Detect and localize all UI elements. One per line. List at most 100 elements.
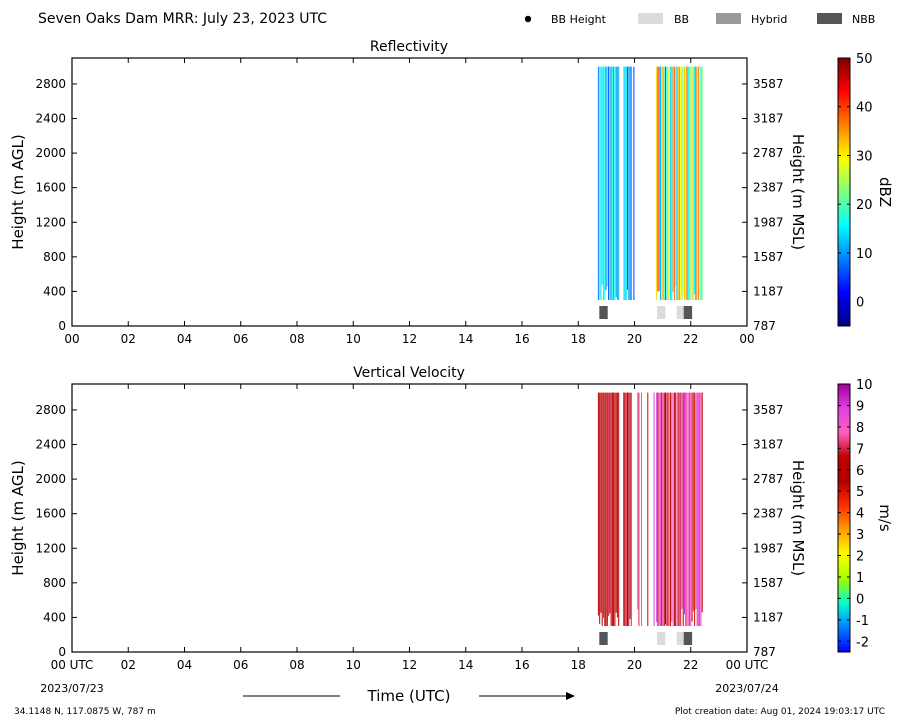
colorbar-tick-label: 30	[856, 149, 873, 164]
data-strip	[609, 392, 611, 614]
data-strip	[676, 66, 678, 300]
colorbar-tick-label: 10	[856, 378, 873, 393]
velocity-ylabel-right: Height (m MSL)	[789, 460, 807, 576]
y-tick-label: 2000	[35, 472, 66, 486]
data-strip	[694, 66, 696, 295]
data-strip	[606, 66, 608, 287]
y-tick-label: 800	[43, 576, 66, 590]
data-strip	[601, 66, 603, 285]
data-strip	[671, 66, 673, 300]
y-tick-label: 1200	[35, 541, 66, 555]
x-tick-label: 04	[177, 658, 192, 672]
data-strip	[637, 392, 639, 610]
y-tick-label-right: 1187	[753, 610, 784, 624]
data-strip	[625, 392, 627, 626]
colorbar-tick-label: -1	[856, 614, 869, 629]
y-tick-label-right: 2787	[753, 146, 784, 160]
data-strip	[623, 392, 625, 626]
data-strip	[678, 392, 680, 626]
data-strip	[673, 392, 675, 626]
velocity-colorbar: -2 -1 0 1 2 3 4 5 6 7 8 9 10	[837, 378, 873, 653]
data-strip	[673, 66, 675, 300]
bright-band-marker	[676, 306, 684, 319]
data-strip	[615, 392, 617, 613]
y-tick-label-right: 3587	[753, 403, 784, 417]
data-strip	[616, 392, 618, 618]
reflectivity-colorbar: 0 10 20 30 40 50	[837, 52, 873, 327]
y-tick-label-right: 1987	[753, 215, 784, 229]
x-tick-label: 16	[514, 658, 529, 672]
x-tick-label: 14	[458, 332, 473, 346]
y-tick-label: 2000	[35, 146, 66, 160]
data-strip	[600, 66, 602, 300]
colorbar-tick-label: 2	[856, 550, 864, 565]
y-tick-label: 400	[43, 284, 66, 298]
data-strip	[692, 66, 694, 300]
x-tick-label: 06	[233, 658, 248, 672]
y-tick-label: 0	[58, 645, 66, 659]
data-strip	[658, 66, 660, 291]
data-strip	[604, 392, 606, 626]
y-tick-label: 400	[43, 610, 66, 624]
data-strip	[689, 66, 691, 300]
data-strip	[609, 66, 611, 300]
data-strip	[665, 66, 666, 300]
data-strip	[700, 66, 702, 300]
data-strip	[638, 392, 640, 626]
data-strip	[606, 392, 608, 626]
x-tick-label: 00 UTC	[726, 658, 769, 672]
colorbar-tick-label: 0	[856, 296, 864, 311]
data-strip	[653, 392, 655, 626]
y-tick-label: 2400	[35, 112, 66, 126]
reflectivity-ylabel: Height (m AGL)	[9, 134, 27, 249]
data-strip	[630, 392, 632, 626]
colorbar-gradient	[837, 383, 851, 653]
data-strip	[675, 66, 677, 287]
data-strip	[597, 392, 599, 616]
figure-title: Seven Oaks Dam MRR: July 23, 2023 UTC	[38, 11, 327, 27]
data-strip	[699, 392, 701, 626]
bb-height-marker	[524, 15, 532, 23]
data-strip	[630, 66, 632, 300]
x-tick-label: 10	[346, 658, 361, 672]
data-strip	[694, 392, 696, 626]
data-strip	[658, 392, 660, 626]
data-strip	[601, 392, 603, 626]
data-strip	[665, 392, 666, 625]
y-tick-label: 2800	[35, 77, 66, 91]
data-strip	[675, 392, 677, 626]
x-tick-label: 00	[64, 332, 79, 346]
data-strip	[699, 66, 701, 300]
data-strip	[627, 392, 628, 626]
x-tick-label: 16	[514, 332, 529, 346]
data-strip	[660, 66, 661, 300]
header-legend: BB Height BB Hybrid NBB	[524, 13, 875, 26]
y-tick-label-right: 3587	[753, 77, 784, 91]
data-strip	[613, 392, 615, 626]
reflectivity-panel: Reflectivity 00 02 04 06 08 10 12 14 16 18 20 22 000…	[9, 39, 894, 346]
data-strip	[599, 392, 601, 624]
colorbar-gradient	[837, 57, 851, 327]
reflectivity-data	[597, 66, 703, 319]
data-strip	[657, 66, 659, 292]
data-strip	[629, 392, 631, 619]
bright-band-marker	[657, 632, 666, 645]
data-strip	[604, 66, 606, 300]
data-strip	[680, 392, 682, 626]
data-strip	[662, 66, 664, 300]
data-strip	[668, 392, 670, 626]
end-date: 2023/07/24	[715, 682, 778, 695]
data-strip	[608, 392, 610, 616]
data-strip	[625, 66, 627, 300]
colorbar-tick-label: 4	[856, 507, 864, 522]
data-strip	[629, 66, 631, 300]
data-strip	[680, 66, 682, 300]
data-strip	[666, 66, 668, 300]
nbb-swatch	[817, 13, 842, 24]
data-strip	[615, 66, 617, 298]
y-tick-label: 1600	[35, 507, 66, 521]
data-strip	[605, 66, 607, 290]
data-strip	[696, 392, 698, 626]
data-strip	[670, 66, 672, 300]
data-strip	[685, 66, 687, 300]
